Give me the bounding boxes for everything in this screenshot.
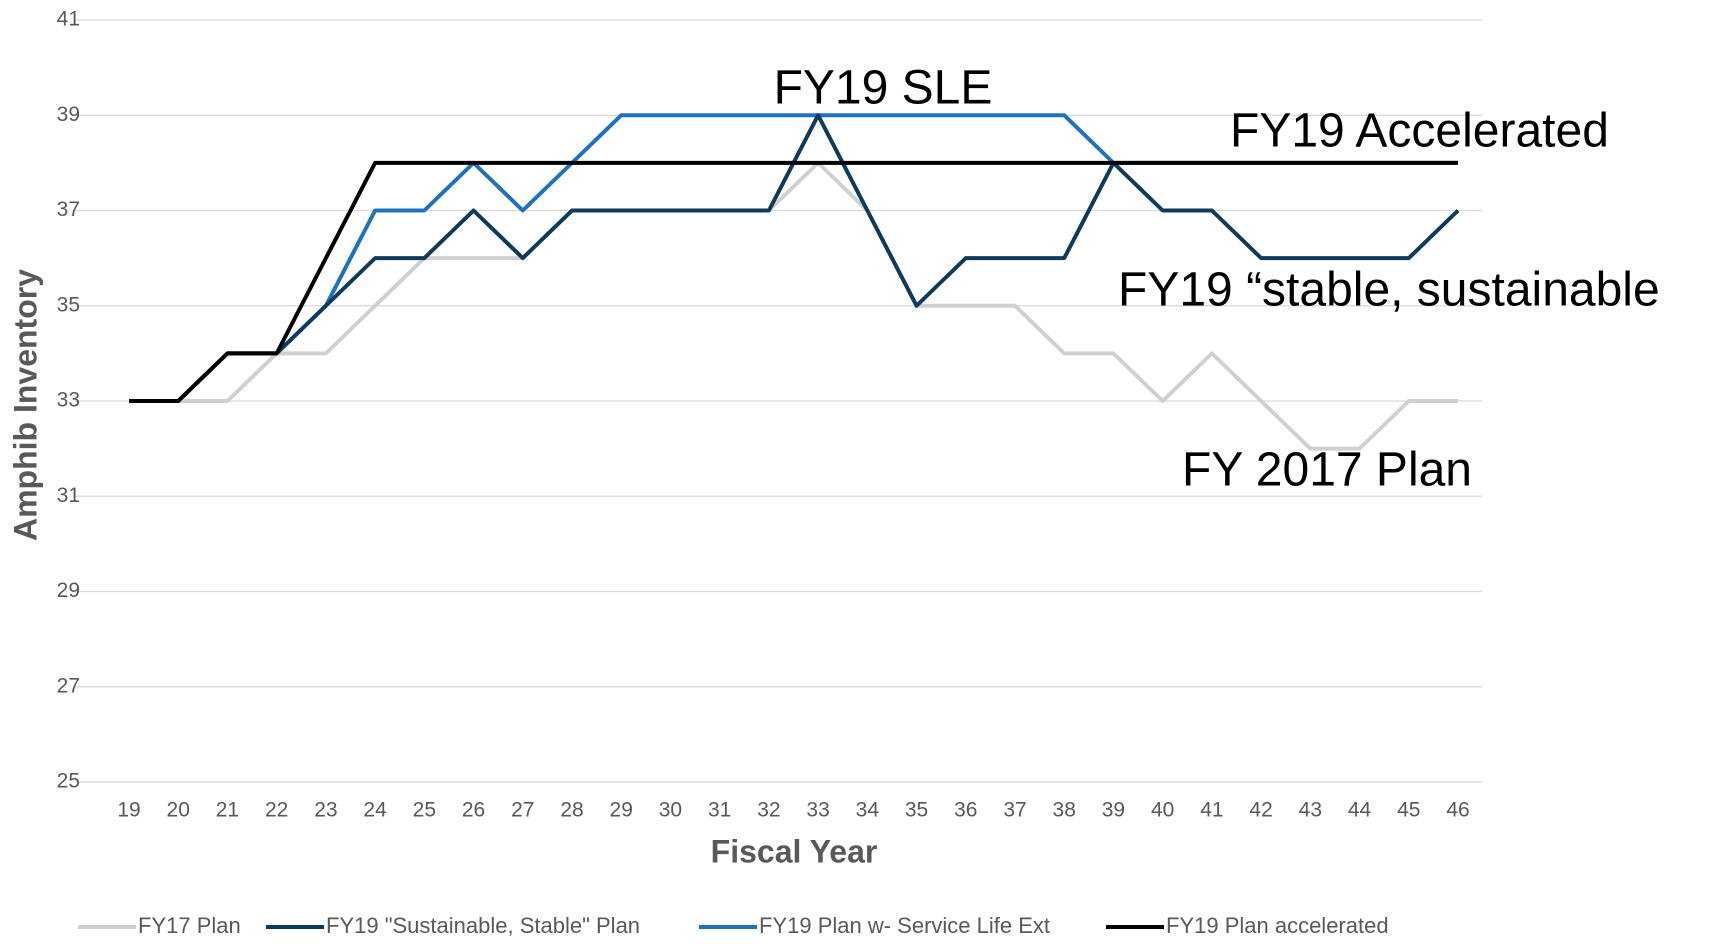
x-tick-label: 25	[413, 799, 436, 822]
x-tick-label: 34	[856, 799, 880, 822]
annotation: FY19 Accelerated	[1230, 105, 1609, 158]
x-tick-label: 24	[363, 799, 387, 822]
x-tick-label: 30	[659, 799, 682, 822]
legend-label: FY17 Plan	[138, 913, 241, 938]
y-tick-label: 39	[57, 103, 80, 126]
x-tick-label: 32	[757, 799, 780, 822]
x-tick-label: 19	[117, 799, 140, 822]
y-tick-label: 29	[57, 579, 80, 602]
legend-label: FY19 Plan w- Service Life Ext	[759, 913, 1050, 938]
series-line	[129, 160, 1458, 451]
x-tick-label: 22	[265, 799, 288, 822]
x-tick-label: 31	[708, 799, 731, 822]
x-tick-label: 36	[954, 799, 977, 822]
x-tick-label: 37	[1003, 799, 1026, 822]
legend-label: FY19 Plan accelerated	[1166, 913, 1389, 938]
y-tick-label: 35	[57, 293, 80, 316]
x-tick-label: 23	[314, 799, 337, 822]
x-tick-label: 26	[462, 799, 485, 822]
annotation: FY 2017 Plan	[1182, 444, 1472, 497]
x-tick-label: 29	[610, 799, 633, 822]
x-tick-label: 35	[905, 799, 928, 822]
y-tick-label: 25	[57, 770, 80, 793]
x-tick-label: 39	[1102, 799, 1125, 822]
x-tick-label: 44	[1348, 799, 1372, 822]
y-axis-title: Amphib Inventory	[7, 269, 43, 541]
x-tick-label: 40	[1151, 799, 1174, 822]
x-tick-label: 42	[1249, 799, 1272, 822]
y-tick-label: 31	[57, 484, 80, 507]
y-tick-label: 27	[57, 674, 80, 697]
x-tick-label: 38	[1053, 799, 1076, 822]
x-tick-label: 41	[1200, 799, 1223, 822]
annotation: FY19 “stable, sustainable	[1118, 264, 1660, 317]
x-tick-label: 33	[806, 799, 829, 822]
x-tick-label: 20	[167, 799, 190, 822]
series-line	[129, 160, 1458, 403]
y-tick-label: 37	[57, 198, 80, 221]
x-tick-label: 43	[1299, 799, 1322, 822]
x-tick-label: 46	[1446, 799, 1469, 822]
x-tick-label: 21	[216, 799, 239, 822]
x-tick-label: 28	[560, 799, 583, 822]
annotation: FY19 SLE	[774, 62, 993, 115]
y-tick-label: 33	[57, 389, 80, 412]
x-tick-label: 45	[1397, 799, 1420, 822]
series-line	[129, 113, 1460, 403]
legend-label: FY19 "Sustainable, Stable" Plan	[326, 913, 640, 938]
y-tick-label: 41	[57, 8, 80, 31]
x-axis-title: Fiscal Year	[711, 833, 878, 869]
x-tick-label: 27	[511, 799, 534, 822]
